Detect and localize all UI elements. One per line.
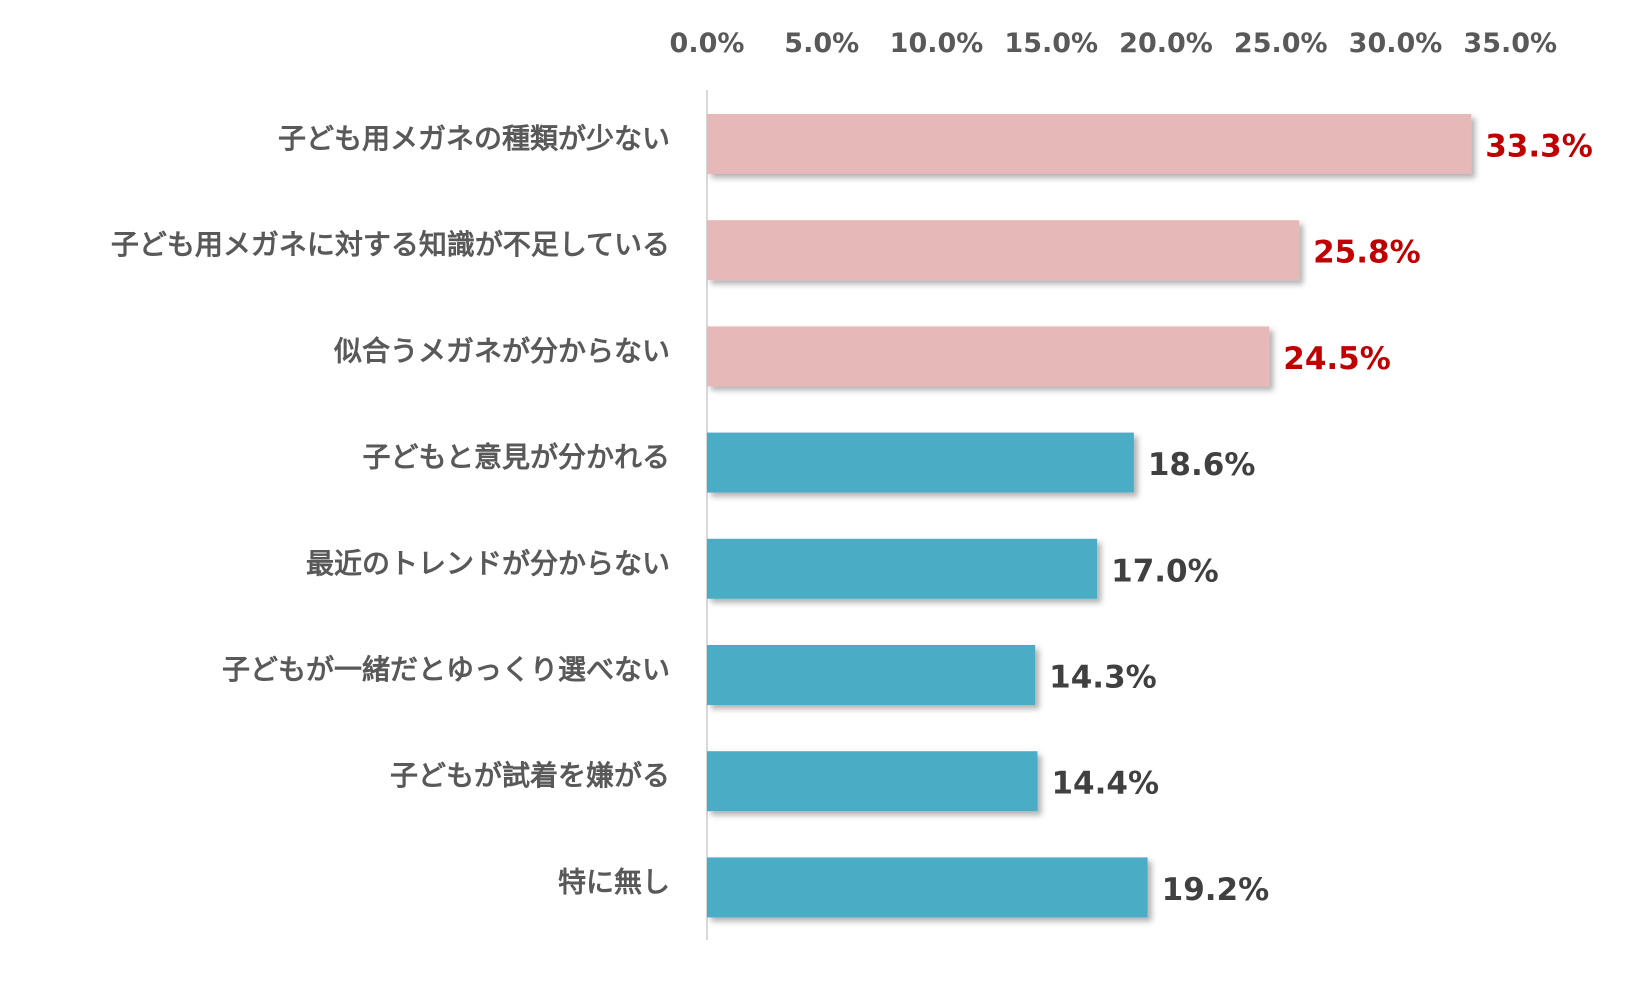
value-label: 14.3% [1049, 660, 1157, 696]
x-tick-label: 15.0% [1004, 28, 1098, 59]
value-label: 33.3% [1485, 129, 1593, 165]
bar [707, 857, 1148, 918]
category-label: 似合うメガネが分からない [333, 334, 670, 367]
value-label: 19.2% [1162, 872, 1270, 908]
x-tick-label: 0.0% [670, 28, 745, 59]
category-label: 特に無し [558, 865, 670, 898]
x-tick-label: 30.0% [1349, 28, 1443, 59]
value-label: 18.6% [1148, 447, 1256, 483]
bar [707, 114, 1472, 174]
value-label: 17.0% [1111, 553, 1219, 589]
category-label: 子ども用メガネに対する知識が不足している [111, 228, 670, 261]
x-tick-label: 35.0% [1463, 28, 1557, 59]
category-label: 子どもが一緒だとゆっくり選べない [222, 653, 670, 686]
bars-group [707, 114, 1472, 918]
category-label: 最近のトレンドが分からない [306, 547, 670, 580]
x-tick-label: 20.0% [1119, 28, 1213, 59]
x-tick-label: 25.0% [1234, 28, 1328, 59]
bar [707, 432, 1134, 493]
bar [707, 751, 1038, 812]
bar [707, 220, 1300, 281]
bar [707, 538, 1098, 599]
bar [707, 645, 1036, 705]
x-tick-label: 5.0% [784, 28, 859, 59]
category-label: 子どもと意見が分かれる [363, 441, 670, 474]
value-label: 14.4% [1051, 766, 1159, 802]
value-label: 25.8% [1313, 235, 1421, 271]
value-labels: 33.3% 25.8% 24.5% 18.6% 17.0% 14.3% 14.4% 19.2% [1049, 129, 1593, 908]
category-labels: 子ども用メガネの種類が少ない子ども用メガネに対する知識が不足している似合うメガネ… [111, 122, 670, 898]
bar [707, 326, 1270, 387]
category-label: 子ども用メガネの種類が少ない [278, 122, 670, 155]
category-label: 子どもが試着を嫌がる [390, 759, 670, 792]
x-tick-label: 10.0% [890, 28, 984, 59]
x-axis-ticks: 0.0% 5.0% 10.0% 15.0% 20.0% 25.0% 30.0% 35.0% [670, 28, 1558, 59]
value-label: 24.5% [1283, 341, 1391, 377]
